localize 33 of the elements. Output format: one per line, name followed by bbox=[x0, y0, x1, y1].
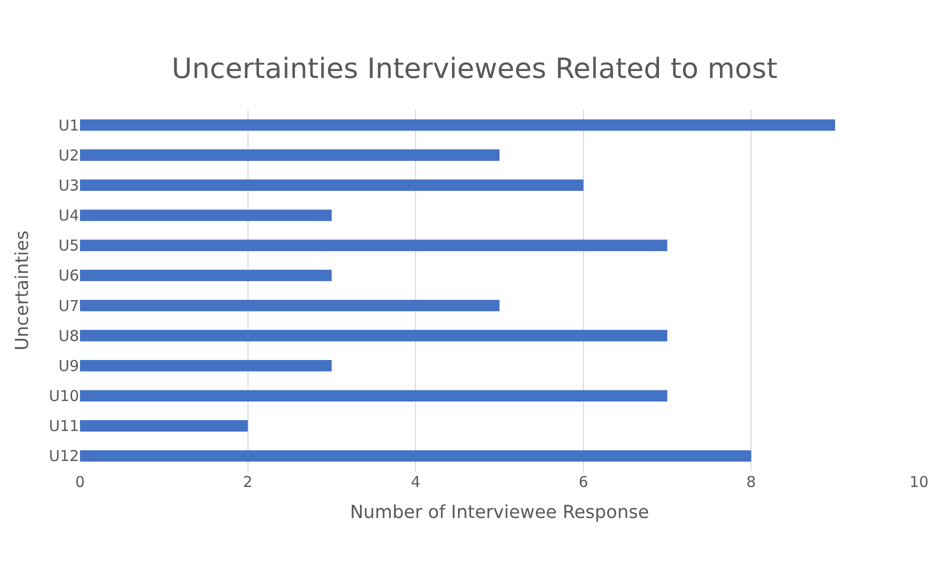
bar bbox=[80, 119, 836, 131]
y-tick-label: U3 bbox=[58, 176, 79, 194]
x-tick-label: 0 bbox=[75, 473, 85, 491]
y-tick-label: U11 bbox=[48, 417, 79, 436]
y-tick-label: U6 bbox=[58, 266, 79, 285]
bar bbox=[80, 420, 248, 432]
x-tick-label: 2 bbox=[243, 473, 253, 491]
bar bbox=[80, 450, 752, 462]
x-tick-label: 4 bbox=[410, 473, 420, 491]
x-axis-title: Number of Interviewee Response bbox=[350, 502, 650, 524]
y-tick-label: U1 bbox=[58, 116, 79, 134]
x-tick-label: 6 bbox=[578, 473, 588, 491]
y-tick-label: U12 bbox=[48, 447, 79, 466]
y-tick-label: U2 bbox=[58, 146, 79, 164]
bar bbox=[80, 360, 332, 372]
bar bbox=[80, 330, 668, 342]
y-axis-title: Uncertainties bbox=[12, 230, 34, 350]
y-tick-label: U4 bbox=[58, 206, 79, 225]
bar bbox=[80, 300, 500, 312]
bar bbox=[80, 270, 332, 282]
bar bbox=[80, 210, 332, 222]
y-tick-label: U5 bbox=[58, 236, 79, 255]
bar bbox=[80, 149, 500, 161]
x-tick-label: 10 bbox=[909, 473, 929, 491]
bar bbox=[80, 390, 668, 402]
bar bbox=[80, 179, 584, 191]
y-tick-label: U8 bbox=[58, 326, 79, 345]
bar bbox=[80, 240, 668, 252]
chart-title: Uncertainties Interviewees Related to most bbox=[172, 52, 778, 86]
y-tick-label: U7 bbox=[58, 296, 79, 315]
x-tick-label: 8 bbox=[746, 473, 756, 491]
y-tick-label: U9 bbox=[58, 356, 79, 375]
y-tick-label: U10 bbox=[48, 387, 79, 406]
